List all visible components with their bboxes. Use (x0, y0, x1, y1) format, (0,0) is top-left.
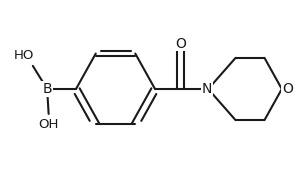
Text: OH: OH (38, 118, 59, 131)
Text: O: O (282, 82, 293, 96)
Text: HO: HO (13, 49, 34, 62)
Text: O: O (175, 37, 186, 51)
Text: B: B (42, 82, 52, 96)
Text: N: N (202, 82, 212, 96)
